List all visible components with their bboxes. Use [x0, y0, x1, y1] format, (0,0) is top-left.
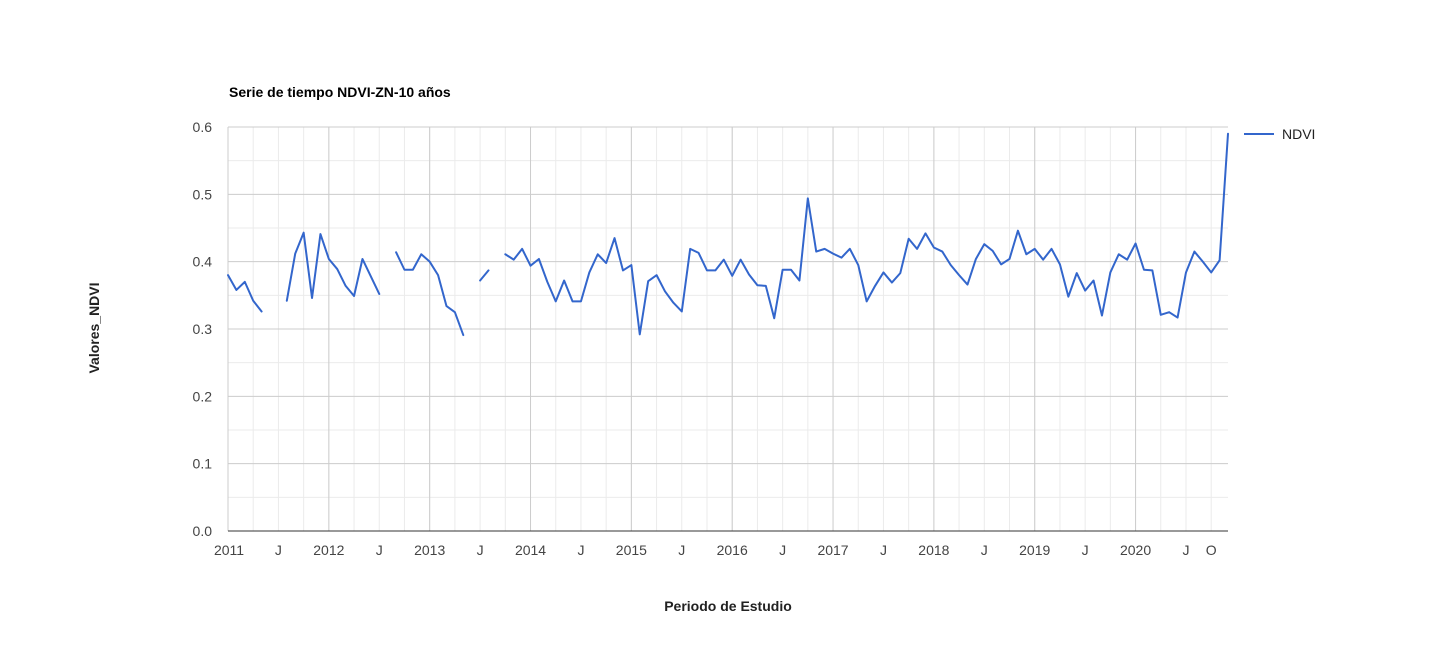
x-tick-label: J: [779, 542, 786, 558]
x-tick-label: 2014: [515, 542, 546, 558]
x-tick-label: 2016: [717, 542, 748, 558]
x-tick-label: O: [1206, 542, 1217, 558]
x-tick-label: 2011: [214, 542, 244, 558]
x-tick-label: 2020: [1120, 542, 1151, 558]
y-tick-label: 0.1: [193, 456, 213, 472]
y-tick-label: 0.5: [193, 186, 213, 202]
x-tick-label: 2013: [414, 542, 445, 558]
y-axis-title: Valores_NDVI: [86, 282, 102, 373]
x-tick-label: J: [477, 542, 484, 558]
x-tick-label: J: [275, 542, 282, 558]
x-tick-label: 2018: [918, 542, 949, 558]
series-line-0[interactable]: [227, 132, 1229, 337]
x-tick-label: 2015: [616, 542, 647, 558]
y-tick-label: 0.2: [193, 388, 213, 404]
x-tick-label: J: [678, 542, 685, 558]
major-gridlines: [227, 126, 1228, 532]
x-tick-label: J: [1182, 542, 1189, 558]
x-tick-label: J: [376, 542, 383, 558]
chart-title: Serie de tiempo NDVI-ZN-10 años: [229, 84, 451, 100]
y-tick-label: 0.4: [193, 254, 213, 270]
x-tick-label: 2017: [817, 542, 848, 558]
legend-label: NDVI: [1282, 126, 1315, 142]
series-layer: [227, 132, 1229, 337]
x-tick-label: 2012: [313, 542, 344, 558]
x-axis-tick-labels: 2011 J 2012 J 2013 J 2014 J 2015 J 2016 J 2017 J 2018 J…: [214, 542, 1217, 558]
x-tick-label: J: [880, 542, 887, 558]
x-axis-title: Periodo de Estudio: [664, 598, 792, 614]
y-tick-label: 0.0: [193, 523, 213, 539]
y-tick-label: 0.3: [193, 321, 213, 337]
x-tick-label: J: [577, 542, 584, 558]
x-tick-label: J: [1082, 542, 1089, 558]
y-axis-tick-labels: 0.0 0.1 0.2 0.3 0.4 0.5 0.6: [193, 119, 213, 539]
y-tick-label: 0.6: [193, 119, 213, 135]
x-tick-label: 2019: [1019, 542, 1050, 558]
legend[interactable]: NDVI: [1244, 126, 1315, 142]
x-tick-label: J: [981, 542, 988, 558]
